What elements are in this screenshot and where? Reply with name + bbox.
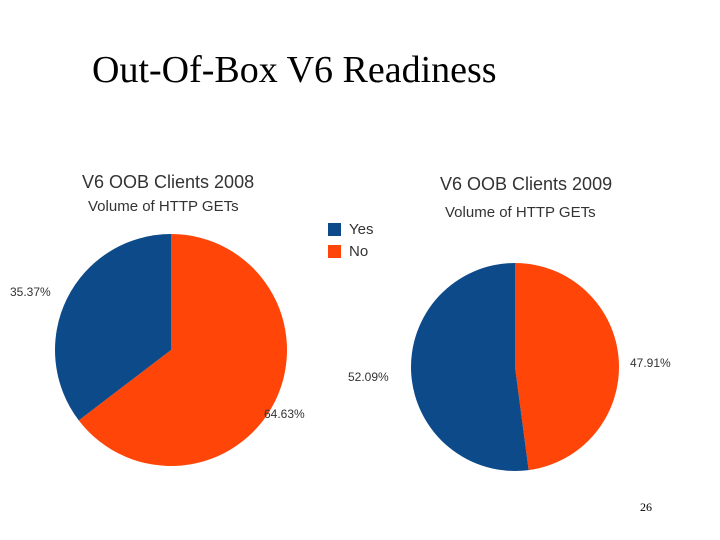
pie-chart-2009: 52.09% 47.91%: [348, 263, 671, 471]
pie-slice-no: [515, 263, 620, 471]
page-number: 26: [640, 500, 652, 514]
slice-label-no: 64.63%: [264, 407, 305, 421]
pie-slice-yes: [55, 234, 171, 421]
slice-label-yes: 52.09%: [348, 370, 389, 384]
chart-subtitle-2008: Volume of HTTP GETs: [88, 198, 239, 215]
pie-chart-2008: 35.37% 64.63%: [10, 234, 305, 466]
chart-title-2009: V6 OOB Clients 2009: [440, 174, 613, 194]
slice-label-no: 47.91%: [630, 356, 671, 370]
chart-legend: Yes No: [328, 218, 373, 262]
legend-swatch-yes: [328, 222, 341, 236]
legend-item-no: No: [328, 240, 373, 262]
legend-swatch-no: [328, 244, 341, 258]
chart-title-2008: V6 OOB Clients 2008: [82, 172, 255, 192]
slide-title: Out-Of-Box V6 Readiness: [92, 49, 497, 91]
legend-label-no: No: [349, 242, 369, 260]
pie-slice-yes: [411, 263, 529, 471]
pie-slice-no: [78, 234, 288, 466]
legend-item-yes: Yes: [328, 218, 373, 240]
chart-subtitle-2009: Volume of HTTP GETs: [445, 204, 596, 221]
legend-label-yes: Yes: [349, 220, 374, 238]
slice-label-yes: 35.37%: [10, 285, 51, 299]
